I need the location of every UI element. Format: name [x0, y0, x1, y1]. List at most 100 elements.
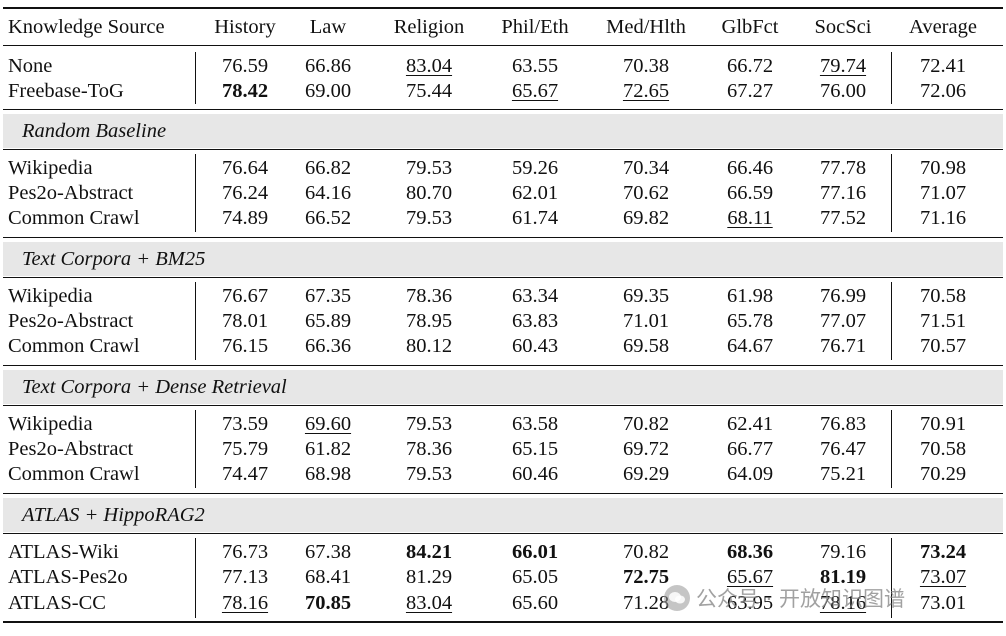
table-cell: 76.64	[221, 157, 269, 179]
row-source: Common Crawl	[8, 463, 140, 485]
table-cell: 66.01	[511, 541, 559, 563]
section-rule	[3, 405, 1003, 406]
table-cell: 70.38	[622, 55, 670, 77]
table-cell: 67.35	[304, 285, 352, 307]
table-cell: 71.07	[919, 182, 967, 204]
table-cell: 79.16	[819, 541, 867, 563]
section-band	[3, 114, 1003, 148]
section-band	[3, 498, 1003, 532]
table-cell: 70.91	[919, 413, 967, 435]
table-cell: 80.12	[405, 335, 453, 357]
table-cell: 83.04	[405, 55, 453, 77]
row-source: None	[8, 55, 53, 77]
table-cell: 76.71	[819, 335, 867, 357]
table-cell: 77.78	[819, 157, 867, 179]
table-cell: 78.42	[221, 80, 269, 102]
row-source: Common Crawl	[8, 335, 140, 357]
table-cell: 71.51	[919, 310, 967, 332]
table-cell: 60.43	[511, 335, 559, 357]
row-source: ATLAS-CC	[8, 592, 106, 614]
table-cell: 81.19	[819, 566, 867, 588]
table-cell: 69.82	[622, 207, 670, 229]
vertical-rule-right	[891, 282, 892, 360]
table-cell: 76.00	[819, 80, 867, 102]
table-cell: 66.59	[726, 182, 774, 204]
table-cell: 79.53	[405, 207, 453, 229]
table-cell: 73.07	[919, 566, 967, 588]
table-cell: 71.16	[919, 207, 967, 229]
table-cell: 78.36	[405, 285, 453, 307]
table-cell: 69.58	[622, 335, 670, 357]
vertical-rule-right	[891, 154, 892, 232]
row-source: ATLAS-Pes2o	[8, 566, 128, 588]
section-label: Text Corpora + BM25	[22, 248, 206, 270]
section-rule	[3, 237, 1003, 238]
table-cell: 69.00	[304, 80, 352, 102]
table-cell: 64.67	[726, 335, 774, 357]
section-rule	[3, 365, 1003, 366]
table-cell: 65.15	[511, 438, 559, 460]
table-cell: 76.83	[819, 413, 867, 435]
table-cell: 72.65	[622, 80, 670, 102]
table-cell: 75.79	[221, 438, 269, 460]
table-cell: 70.58	[919, 285, 967, 307]
table-cell: 68.36	[726, 541, 774, 563]
table-cell: 61.74	[511, 207, 559, 229]
table-cell: 73.59	[221, 413, 269, 435]
row-source: Wikipedia	[8, 285, 93, 307]
table-cell: 65.78	[726, 310, 774, 332]
table-cell: 69.29	[622, 463, 670, 485]
table-cell: 77.16	[819, 182, 867, 204]
row-source: Pes2o-Abstract	[8, 310, 134, 332]
table-cell: 65.89	[304, 310, 352, 332]
table-cell: 72.75	[622, 566, 670, 588]
section-rule	[3, 493, 1003, 494]
table-cell: 65.05	[511, 566, 559, 588]
table-cell: 74.47	[221, 463, 269, 485]
table-cell: 70.85	[304, 592, 352, 614]
section-band	[3, 370, 1003, 404]
table-cell: 71.01	[622, 310, 670, 332]
table-cell: 70.62	[622, 182, 670, 204]
table-cell: 66.86	[304, 55, 352, 77]
section-label: Random Baseline	[22, 120, 167, 142]
table-cell: 73.01	[919, 592, 967, 614]
table-cell: 79.53	[405, 157, 453, 179]
table-cell: 75.44	[405, 80, 453, 102]
table-cell: 62.01	[511, 182, 559, 204]
table-cell: 70.57	[919, 335, 967, 357]
table-cell: 63.83	[511, 310, 559, 332]
table-cell: 80.70	[405, 182, 453, 204]
table-cell: 60.46	[511, 463, 559, 485]
table-cell: 84.21	[405, 541, 453, 563]
vertical-rule-right	[891, 52, 892, 104]
table-cell: 68.11	[727, 207, 773, 229]
watermark-text: 公众号 · 开放知识图谱	[696, 587, 906, 611]
table-cell: 77.52	[819, 207, 867, 229]
vertical-rule-right	[891, 538, 892, 618]
table-cell: 69.72	[622, 438, 670, 460]
table-cell: 63.95	[726, 592, 774, 614]
row-source: ATLAS-Wiki	[8, 541, 119, 563]
table-cell: 75.21	[819, 463, 867, 485]
header-rule	[3, 45, 1003, 46]
table-cell: 62.41	[726, 413, 774, 435]
table-cell: 66.52	[304, 207, 352, 229]
column-header: Religion	[393, 16, 465, 38]
table-cell: 78.01	[221, 310, 269, 332]
row-source: Freebase-ToG	[8, 80, 124, 102]
vertical-rule-left	[195, 154, 196, 232]
table-cell: 67.38	[304, 541, 352, 563]
table-cell: 68.98	[304, 463, 352, 485]
column-header: SocSci	[814, 16, 872, 38]
table-cell: 66.36	[304, 335, 352, 357]
table-cell: 78.95	[405, 310, 453, 332]
table-cell: 76.15	[221, 335, 269, 357]
table-cell: 76.24	[221, 182, 269, 204]
vertical-rule-left	[195, 410, 196, 488]
table-cell: 64.16	[304, 182, 352, 204]
table-cell: 70.82	[622, 413, 670, 435]
vertical-rule-right	[891, 410, 892, 488]
table-cell: 76.47	[819, 438, 867, 460]
row-source: Pes2o-Abstract	[8, 438, 134, 460]
